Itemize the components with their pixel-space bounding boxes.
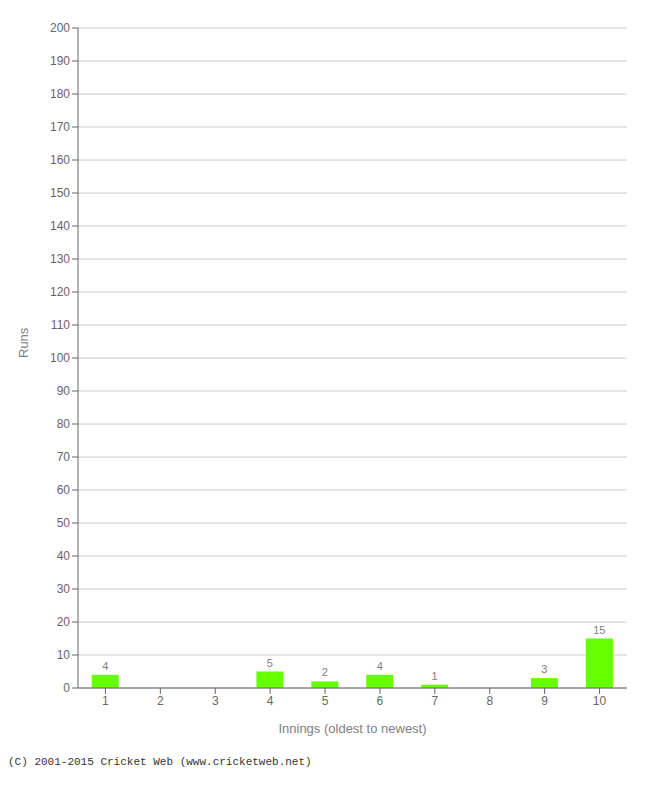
svg-text:3: 3	[541, 663, 547, 675]
svg-text:5: 5	[322, 694, 329, 708]
svg-text:15: 15	[593, 624, 605, 636]
svg-text:1: 1	[432, 670, 438, 682]
svg-text:190: 190	[50, 54, 70, 68]
svg-text:20: 20	[57, 615, 71, 629]
svg-text:Runs: Runs	[16, 327, 31, 358]
svg-text:180: 180	[50, 87, 70, 101]
svg-text:0: 0	[63, 681, 70, 695]
svg-text:90: 90	[57, 384, 71, 398]
svg-text:120: 120	[50, 285, 70, 299]
svg-text:60: 60	[57, 483, 71, 497]
svg-text:8: 8	[486, 694, 493, 708]
svg-text:3: 3	[212, 694, 219, 708]
svg-text:7: 7	[432, 694, 439, 708]
svg-text:10: 10	[593, 694, 607, 708]
svg-text:80: 80	[57, 417, 71, 431]
svg-text:110: 110	[51, 318, 70, 332]
svg-text:5: 5	[267, 657, 273, 669]
svg-text:2: 2	[157, 694, 164, 708]
svg-text:200: 200	[50, 21, 70, 35]
svg-text:9: 9	[541, 694, 548, 708]
svg-text:30: 30	[57, 582, 71, 596]
svg-text:6: 6	[377, 694, 384, 708]
svg-text:2: 2	[322, 666, 328, 678]
svg-text:Innings (oldest to newest): Innings (oldest to newest)	[278, 721, 426, 736]
svg-text:50: 50	[57, 516, 71, 530]
svg-text:4: 4	[267, 694, 274, 708]
svg-text:130: 130	[50, 252, 70, 266]
svg-text:40: 40	[57, 549, 71, 563]
svg-text:4: 4	[377, 660, 383, 672]
svg-text:10: 10	[57, 648, 71, 662]
svg-text:150: 150	[50, 186, 70, 200]
svg-text:140: 140	[50, 219, 70, 233]
svg-text:160: 160	[50, 153, 70, 167]
svg-text:1: 1	[102, 694, 109, 708]
svg-text:100: 100	[50, 351, 70, 365]
svg-text:170: 170	[50, 120, 70, 134]
html-text:(C) 2001-2015 Cricket Web (www: (C) 2001-2015 Cricket Web (www.cricketwe…	[8, 756, 312, 768]
svg-text:70: 70	[57, 450, 71, 464]
svg-text:4: 4	[102, 660, 108, 672]
